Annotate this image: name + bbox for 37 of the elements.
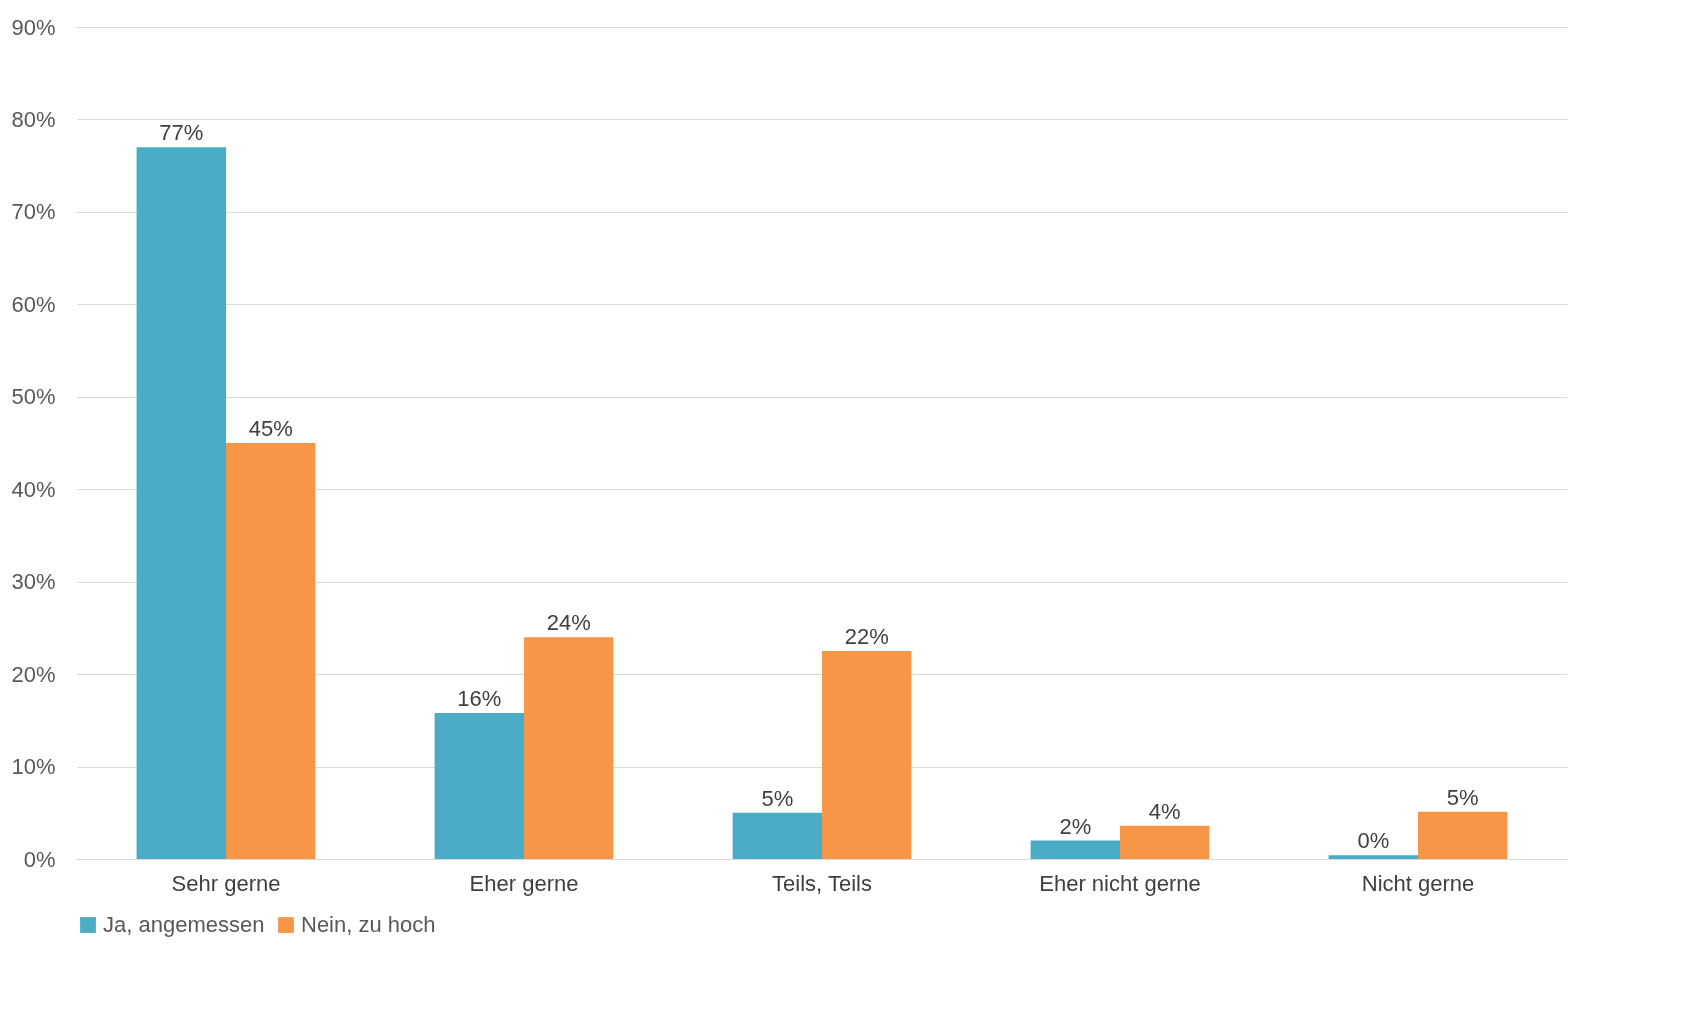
y-tick-label: 0% <box>23 846 56 872</box>
bar <box>1120 825 1210 859</box>
y-tick-label: 60% <box>11 291 56 317</box>
y-tick-label: 40% <box>11 476 56 502</box>
data-label: 5% <box>761 785 794 811</box>
x-tick-label: Eher nicht gerne <box>1039 870 1201 896</box>
y-tick-label: 10% <box>11 754 56 780</box>
y-tick-label: 20% <box>11 661 56 687</box>
data-label: 0% <box>1357 828 1390 854</box>
x-tick-label: Nicht gerne <box>1361 870 1475 896</box>
data-label: 5% <box>1446 784 1479 810</box>
bar <box>524 637 614 859</box>
legend-label: Nein, zu hoch <box>301 912 436 937</box>
y-tick-label: 70% <box>11 199 56 225</box>
x-tick-label: Eher gerne <box>469 870 579 896</box>
y-tick-label: 80% <box>11 106 56 132</box>
data-label: 77% <box>159 120 204 146</box>
bar <box>732 812 822 859</box>
legend-label: Ja, angemessen <box>103 912 265 937</box>
bar <box>136 147 226 859</box>
bar <box>434 712 524 859</box>
data-label: 24% <box>546 610 591 636</box>
bar <box>226 443 316 859</box>
y-tick-label: 50% <box>11 384 56 410</box>
x-tick-label: Teils, Teils <box>772 870 872 896</box>
data-label: 45% <box>248 416 293 441</box>
data-label: 4% <box>1148 798 1181 824</box>
bar <box>1418 811 1508 859</box>
x-tick-label: Sehr gerne <box>171 870 281 896</box>
bar <box>822 651 912 859</box>
bar <box>1030 840 1120 859</box>
y-tick-label: 90% <box>11 14 56 40</box>
data-label: 16% <box>457 685 502 711</box>
data-label: 22% <box>844 624 889 649</box>
bar <box>1328 855 1418 859</box>
data-label: 2% <box>1059 813 1092 839</box>
y-tick-label: 30% <box>11 569 56 595</box>
